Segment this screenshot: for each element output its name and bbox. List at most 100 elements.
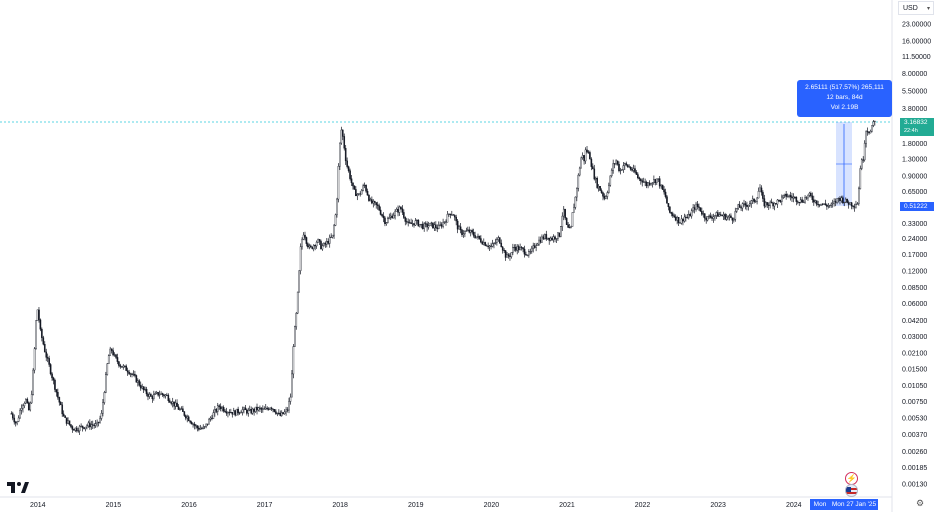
settings-gear-icon[interactable]: ⚙ [915, 498, 925, 508]
candle [174, 399, 177, 410]
candle [285, 406, 287, 416]
candle [661, 184, 664, 191]
candle [391, 213, 394, 219]
candle [512, 243, 514, 256]
candle [405, 218, 408, 225]
candle [747, 204, 750, 211]
candle [500, 239, 503, 248]
candle [480, 235, 482, 244]
candle [698, 203, 700, 211]
candle [468, 226, 471, 234]
candle [119, 363, 122, 369]
candle [576, 187, 578, 202]
candle [597, 184, 600, 192]
candle [494, 238, 497, 245]
candle [722, 211, 725, 221]
candle [214, 406, 216, 417]
candle [182, 405, 184, 412]
candle [580, 156, 582, 169]
candle [855, 200, 857, 209]
candle [102, 398, 104, 417]
candle [718, 212, 721, 217]
candle [184, 414, 187, 421]
candle [815, 200, 818, 207]
candle [110, 348, 113, 354]
candle [273, 409, 276, 413]
candle [472, 228, 475, 238]
candle [807, 194, 809, 201]
candle [205, 423, 207, 429]
candle [325, 238, 328, 248]
candle [170, 401, 173, 406]
flag-icon[interactable] [845, 484, 858, 497]
candle [744, 201, 747, 210]
candle [372, 199, 375, 208]
candle [49, 363, 52, 376]
tradingview-logo[interactable] [6, 479, 30, 500]
candle [714, 215, 716, 221]
candle [347, 165, 350, 173]
currency-label: USD [903, 5, 918, 12]
candle [276, 412, 279, 417]
candle [410, 218, 412, 224]
currency-selector[interactable]: USD ▾ [898, 1, 934, 15]
candle [238, 411, 241, 415]
candle [116, 353, 119, 365]
candle [41, 327, 43, 342]
candle [632, 164, 635, 173]
candle [608, 182, 610, 194]
candle [327, 238, 330, 245]
candle [778, 199, 780, 203]
candle [872, 120, 875, 128]
candle [770, 198, 773, 204]
candle [54, 378, 56, 393]
candle [107, 354, 110, 364]
candle [16, 421, 18, 426]
candle [279, 410, 282, 417]
candle [10, 411, 13, 415]
candle [219, 403, 222, 412]
candle [282, 412, 284, 415]
candle [528, 249, 530, 258]
candle [206, 423, 209, 427]
candle [469, 229, 472, 237]
crosshair-date-label: Mon 27 Jan '25 [830, 499, 878, 510]
candle [757, 187, 760, 199]
candle [73, 428, 75, 431]
candle [57, 388, 59, 400]
candle [263, 406, 266, 410]
candle [39, 318, 42, 332]
candle [61, 401, 64, 417]
candle [288, 397, 290, 414]
candle [730, 213, 732, 219]
candle [791, 192, 793, 202]
candle [462, 230, 465, 238]
candle [663, 186, 665, 195]
y-tick-label: 0.90000 [902, 174, 927, 181]
y-tick-label: 0.00185 [902, 465, 927, 472]
candle [525, 251, 527, 256]
candle [696, 200, 699, 210]
candle [19, 408, 21, 419]
candle [821, 203, 824, 206]
y-tick-label: 3.80000 [902, 106, 927, 113]
candle [687, 210, 690, 220]
candle [341, 129, 344, 141]
candle [516, 244, 519, 255]
candle [860, 158, 863, 171]
candle [78, 424, 81, 435]
candle [260, 407, 263, 414]
candle [820, 203, 822, 207]
candle [141, 383, 143, 390]
candle [183, 411, 186, 417]
candle [455, 214, 457, 226]
candle [532, 242, 535, 253]
candle [850, 201, 853, 210]
candle [501, 246, 504, 254]
candle [256, 403, 258, 415]
candle [195, 423, 197, 430]
candle [237, 406, 239, 416]
candle [209, 416, 212, 422]
candle [384, 216, 386, 227]
